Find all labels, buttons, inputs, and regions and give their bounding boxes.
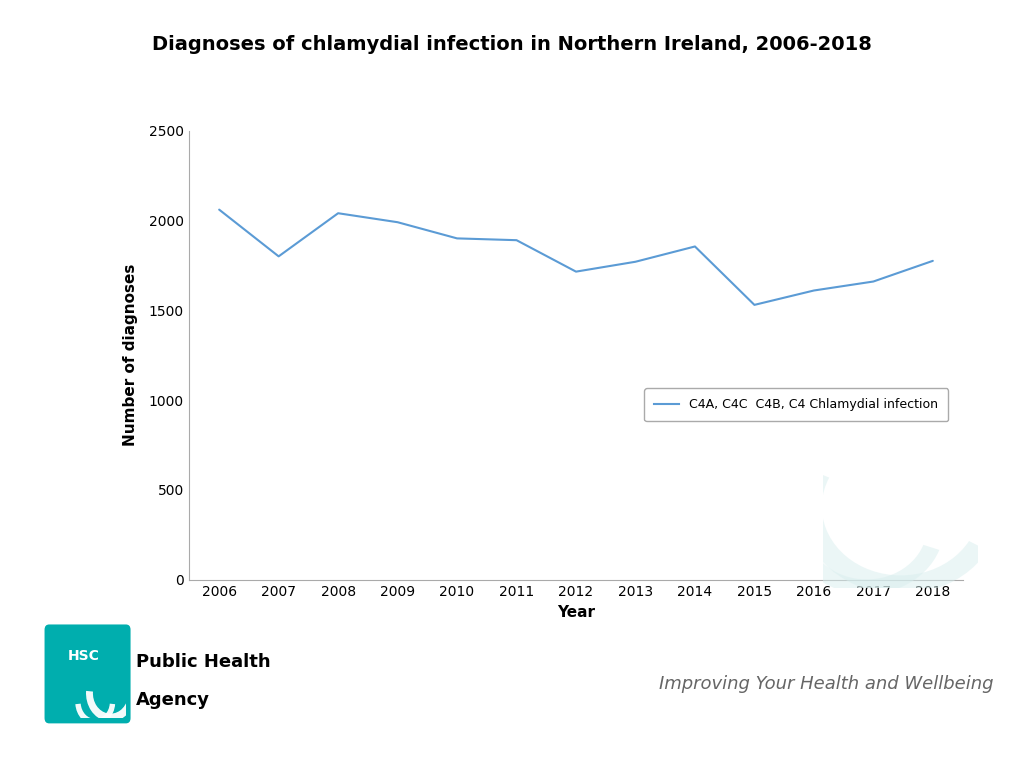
X-axis label: Year: Year [557,605,595,620]
Y-axis label: Number of diagnoses: Number of diagnoses [123,264,137,446]
Wedge shape [790,509,939,594]
Text: Improving Your Health and Wellbeing: Improving Your Health and Wellbeing [658,674,993,693]
Wedge shape [76,703,115,725]
Text: Diagnoses of chlamydial infection in Northern Ireland, 2006-2018: Diagnoses of chlamydial infection in Nor… [152,35,872,54]
Text: HSC: HSC [68,649,99,664]
Wedge shape [800,469,988,594]
Text: Agency: Agency [136,691,210,710]
Wedge shape [86,691,134,722]
Legend: C4A, C4C  C4B, C4 Chlamydial infection: C4A, C4C C4B, C4 Chlamydial infection [644,389,948,422]
Text: Public Health: Public Health [136,653,270,671]
FancyBboxPatch shape [45,624,131,723]
